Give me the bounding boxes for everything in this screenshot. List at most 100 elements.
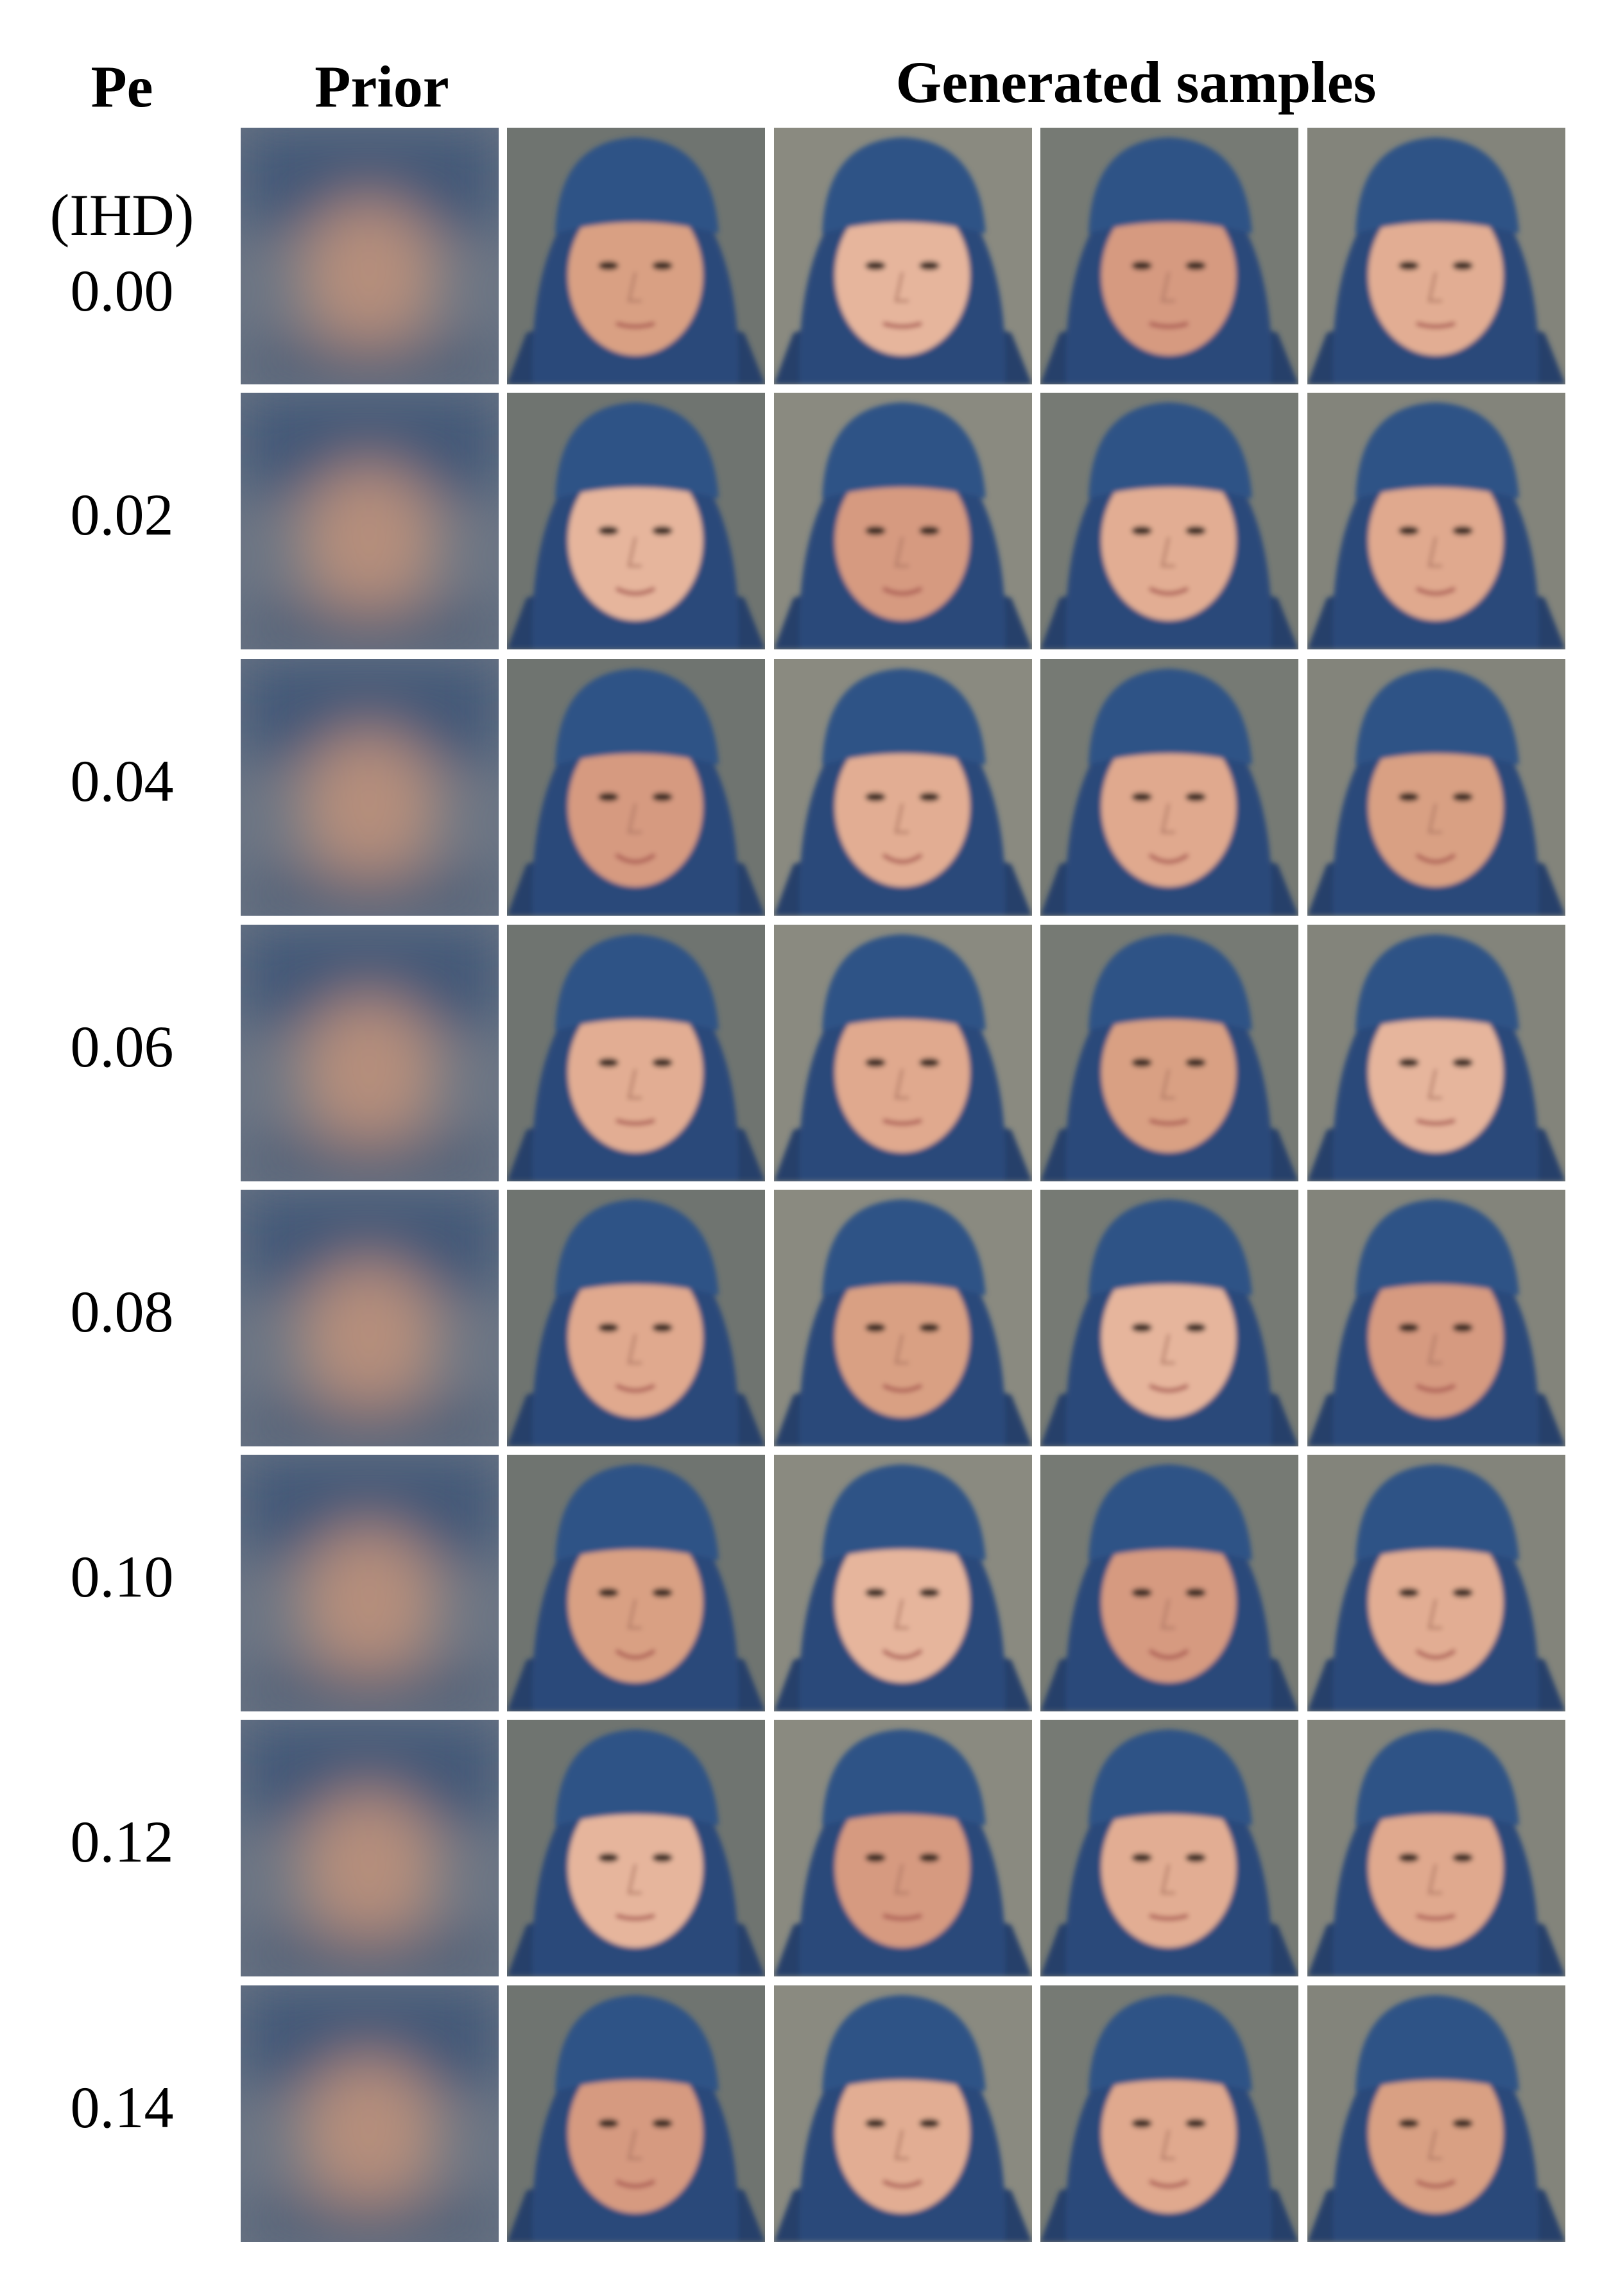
cap (1355, 1199, 1519, 1296)
mouth (1415, 2179, 1456, 2188)
eye-left (1398, 1588, 1419, 1597)
face-layer (774, 1729, 1032, 1976)
nose (1160, 1863, 1175, 1894)
pe-value: 0.12 (71, 1809, 174, 1874)
face-layer (1040, 137, 1298, 384)
face-layer (774, 137, 1032, 384)
sample-image (1307, 1720, 1565, 1976)
mouth (615, 321, 655, 329)
face-layer (1307, 1995, 1565, 2242)
eye-right (1452, 1323, 1473, 1332)
eye-right (1452, 526, 1473, 535)
prior-image (241, 1455, 499, 1711)
mouth (882, 1118, 922, 1126)
nose (1427, 1333, 1442, 1364)
eye-left (598, 1853, 619, 1862)
eye-right (1452, 1588, 1473, 1597)
samples-header: Generated samples (896, 49, 1377, 115)
face-layer (507, 1464, 765, 1711)
image-grid (241, 128, 1565, 2242)
blur-layer (241, 1455, 499, 1711)
face-layer (1040, 669, 1298, 916)
nose (894, 271, 909, 302)
unit-header: (IHD) (50, 182, 194, 248)
eye-right (919, 1853, 940, 1862)
face-layer (507, 1995, 765, 2242)
eye-right (1452, 1853, 1473, 1862)
sample-image (507, 1720, 765, 1976)
face-layer (507, 402, 765, 649)
face-layer (507, 1199, 765, 1446)
eye-right (919, 1058, 940, 1067)
face-layer (774, 669, 1032, 916)
sample-image (507, 1455, 765, 1711)
eye-left (865, 2119, 886, 2128)
cap (555, 934, 719, 1031)
pe-header: Pe (90, 54, 153, 119)
blur-layer (241, 1985, 499, 2242)
eye-left (1398, 1058, 1419, 1067)
bottom (241, 1673, 499, 1711)
face-layer (507, 669, 765, 916)
sample-image (774, 128, 1032, 384)
face-layer (1307, 137, 1565, 384)
nose (627, 1333, 642, 1364)
sample-image (774, 1190, 1032, 1446)
eye-right (652, 1323, 673, 1332)
eye-left (1131, 1853, 1152, 1862)
mouth (615, 853, 656, 864)
eye-left (1131, 261, 1152, 270)
mouth (882, 587, 923, 595)
cap (1088, 934, 1252, 1031)
face (298, 730, 440, 884)
nose (894, 536, 909, 567)
sample-image (507, 1985, 765, 2242)
sample-image (507, 393, 765, 649)
nose (1427, 536, 1442, 567)
blur-layer (241, 925, 499, 1181)
bottom (241, 1408, 499, 1446)
face (298, 2056, 440, 2210)
eye-right (652, 2119, 673, 2128)
eye-left (865, 1058, 886, 1067)
cap (1088, 1995, 1252, 2091)
nose (627, 536, 642, 567)
eye-left (865, 1853, 886, 1862)
prior-header: Prior (314, 54, 449, 119)
sample-image (1307, 1455, 1565, 1711)
mouth (615, 1914, 655, 1921)
nose (894, 1333, 909, 1364)
cap (1355, 669, 1519, 765)
eye-right (919, 1323, 940, 1332)
cap (822, 669, 986, 765)
cap (555, 669, 719, 765)
nose (894, 803, 909, 834)
mouth (1416, 321, 1456, 329)
face-layer (1307, 402, 1565, 649)
eye-right (1452, 792, 1473, 801)
sample-image (1040, 925, 1298, 1181)
nose (894, 1598, 909, 1629)
eye-right (1185, 261, 1206, 270)
eye-right (1185, 1853, 1206, 1862)
eye-left (598, 792, 619, 801)
eye-left (1398, 792, 1419, 801)
sample-image (774, 1455, 1032, 1711)
cap (1088, 137, 1252, 234)
eye-right (652, 1588, 673, 1597)
mouth (1148, 1649, 1189, 1659)
eye-right (1452, 2119, 1473, 2128)
sample-image (774, 659, 1032, 916)
eye-left (865, 1323, 886, 1332)
sample-image (1307, 925, 1565, 1181)
mouth (1148, 587, 1189, 595)
mouth (615, 2179, 656, 2188)
prior-image (241, 1720, 499, 1976)
cap (555, 1199, 719, 1296)
eye-right (1452, 1058, 1473, 1067)
blur-layer (241, 1190, 499, 1446)
mouth (1149, 321, 1189, 329)
nose (627, 2129, 642, 2160)
mouth (1148, 2179, 1189, 2188)
cap (1355, 1995, 1519, 2091)
